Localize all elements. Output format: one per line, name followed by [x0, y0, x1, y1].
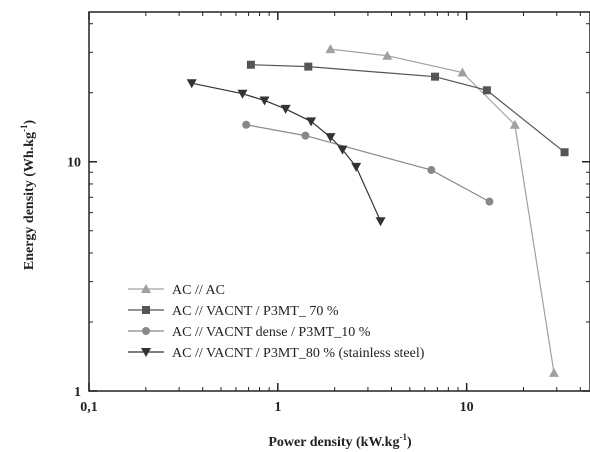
legend: AC // AC AC // VACNT / P3MT_ 70 % AC // VA…: [128, 283, 425, 361]
series-line: [191, 82, 382, 222]
data-point: [246, 60, 255, 69]
data-point: [427, 166, 436, 175]
data-point: [259, 96, 270, 106]
legend-item-1: AC // AC: [128, 283, 225, 298]
legend-marker: [142, 327, 150, 335]
data-point: [485, 197, 494, 206]
data-point: [306, 117, 317, 127]
data-point: [351, 162, 362, 172]
legend-item-4: AC // VACNT / P3MT_80 % (stainless steel…: [128, 346, 425, 361]
data-point: [242, 120, 251, 129]
data-point: [186, 79, 197, 89]
series-3: [242, 120, 494, 206]
data-point: [280, 104, 291, 114]
x-tick-label: 10: [460, 400, 474, 415]
data-point: [304, 62, 313, 71]
data-point: [325, 44, 336, 54]
y-tick-label: 1: [74, 385, 81, 400]
x-tick-label: 0,1: [80, 400, 98, 415]
legend-marker: [142, 306, 150, 314]
data-point: [325, 133, 336, 143]
legend-item-3: AC // VACNT dense / P3MT_10 %: [128, 325, 371, 340]
legend-label: AC // VACNT dense / P3MT_10 %: [172, 325, 371, 340]
legend-marker: [141, 284, 151, 293]
series-layer: [186, 44, 569, 377]
data-point: [301, 131, 310, 140]
plot-area: [88, 11, 590, 392]
data-point: [237, 89, 248, 99]
series-4: [186, 79, 386, 227]
data-point: [431, 72, 440, 81]
data-point: [509, 119, 520, 129]
y-axis-title: Energy density (Wh.kg-1): [19, 120, 37, 271]
y-tick-label: 10: [67, 156, 81, 171]
data-point: [548, 367, 559, 377]
data-point: [560, 148, 569, 157]
legend-label: AC // VACNT / P3MT_80 % (stainless steel…: [172, 346, 425, 361]
series-2: [246, 60, 569, 157]
legend-marker: [141, 348, 151, 357]
x-tick-label: 1: [274, 400, 281, 415]
x-axis-title: Power density (kW.kg-1): [268, 432, 412, 450]
data-point: [482, 86, 491, 95]
data-point: [375, 217, 386, 227]
series-1: [325, 44, 559, 377]
data-point: [382, 50, 393, 60]
legend-item-2: AC // VACNT / P3MT_ 70 %: [128, 304, 339, 319]
data-point: [457, 67, 468, 77]
series-line: [246, 124, 490, 203]
legend-label: AC // AC: [172, 283, 225, 298]
data-point: [337, 145, 348, 155]
legend-label: AC // VACNT / P3MT_ 70 %: [172, 304, 339, 319]
